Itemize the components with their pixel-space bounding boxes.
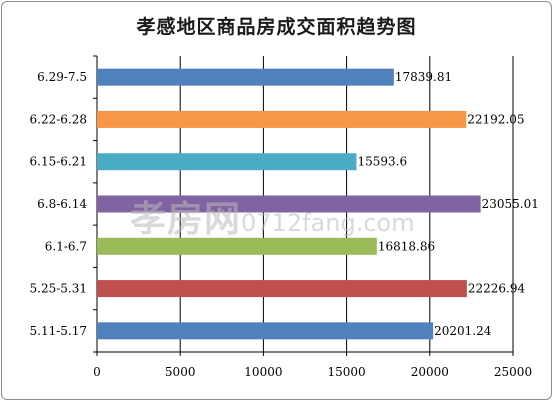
bar xyxy=(97,68,394,86)
x-tick-label: 0 xyxy=(93,365,101,379)
bar xyxy=(97,110,467,128)
bar xyxy=(97,195,481,213)
chart-title: 孝感地区商品房成交面积趋势图 xyxy=(136,16,417,38)
bar xyxy=(97,237,377,255)
x-tick-label: 15000 xyxy=(328,365,366,379)
data-label: 23055.01 xyxy=(482,197,539,211)
data-label: 22192.05 xyxy=(467,112,524,126)
category-label: 6.1-6.7 xyxy=(45,239,87,253)
category-label: 6.29-7.5 xyxy=(37,70,87,84)
x-tick-label: 5000 xyxy=(165,365,196,379)
category-label: 6.22-6.28 xyxy=(30,112,88,126)
data-label: 16818.86 xyxy=(378,239,435,253)
bar xyxy=(97,322,434,340)
bar xyxy=(97,153,357,171)
data-label: 20201.24 xyxy=(434,324,492,338)
category-label: 5.11-5.17 xyxy=(30,324,88,338)
x-tick-label: 10000 xyxy=(244,365,282,379)
bar xyxy=(97,280,467,298)
x-tick-label: 20000 xyxy=(411,365,449,379)
category-label: 6.15-6.21 xyxy=(30,155,88,169)
category-label: 6.8-6.14 xyxy=(37,197,87,211)
data-label: 17839.81 xyxy=(395,70,452,84)
x-tick-label: 25000 xyxy=(494,365,532,379)
data-label: 22226.94 xyxy=(468,282,526,296)
category-label: 5.25-5.31 xyxy=(30,282,88,296)
data-label: 15593.6 xyxy=(357,155,407,169)
